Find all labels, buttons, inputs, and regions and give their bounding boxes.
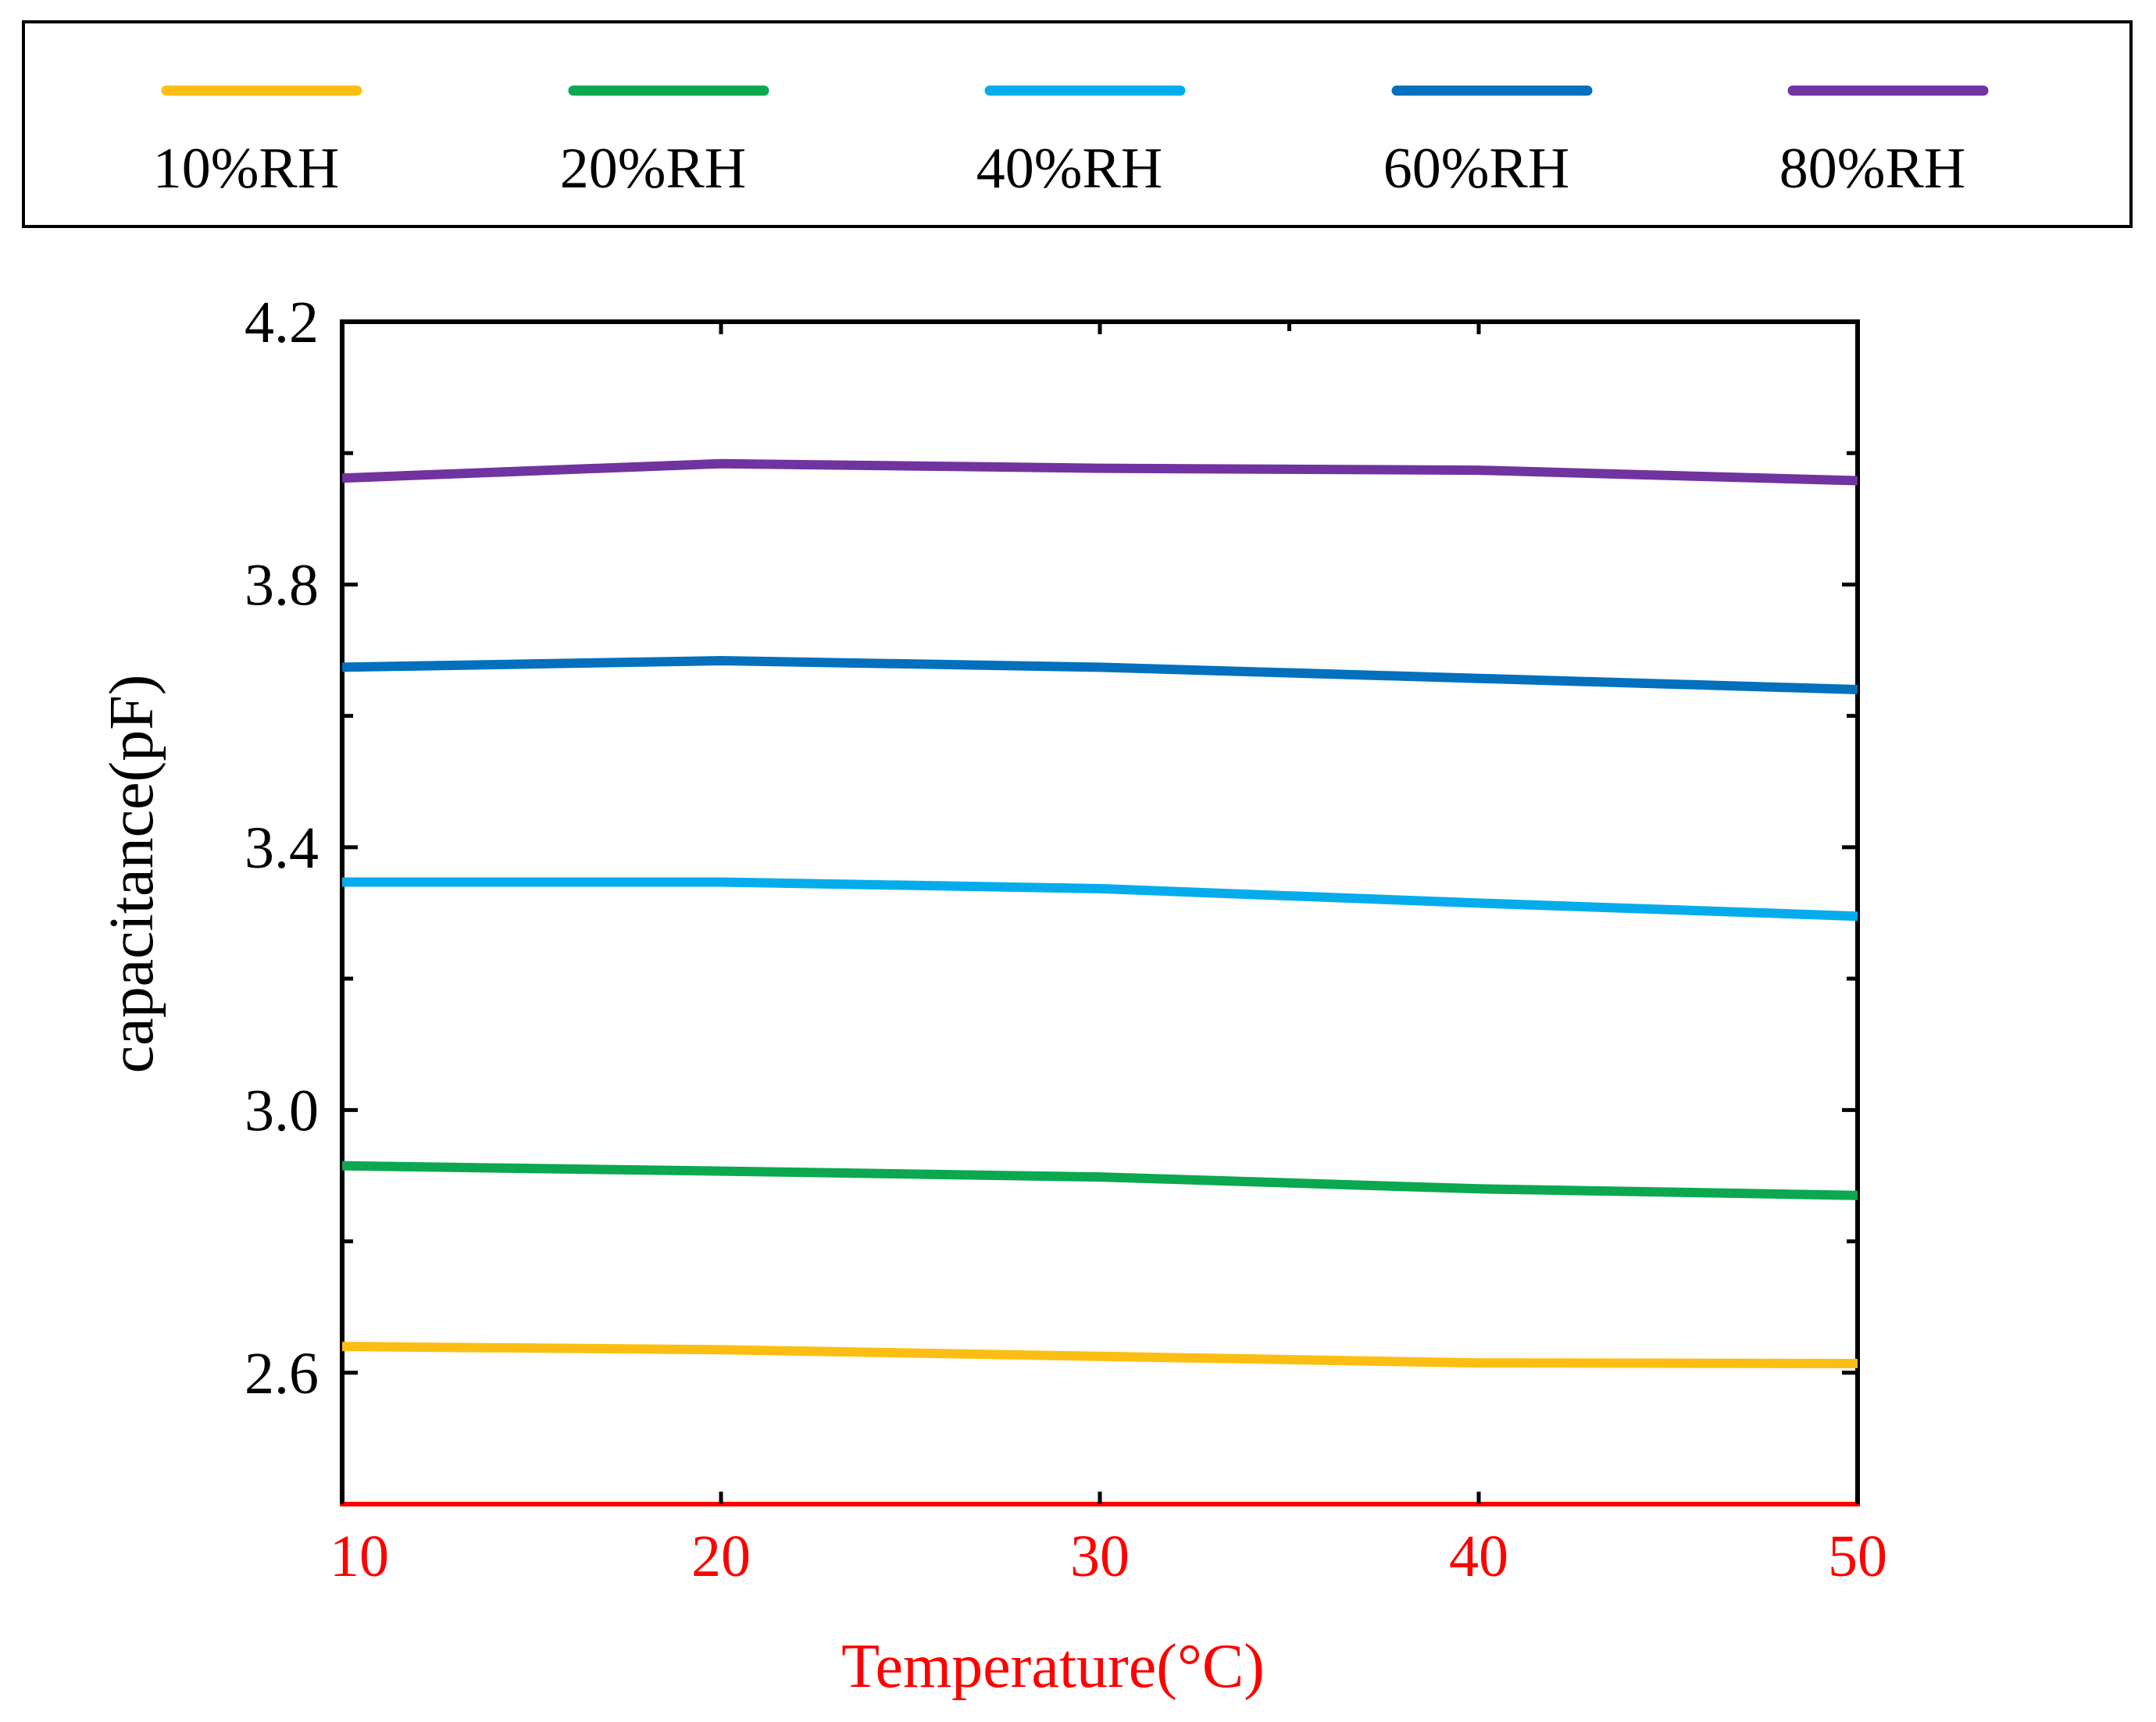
x-tick-label: 10 <box>330 1524 389 1589</box>
x-tick-label: 20 <box>691 1524 751 1589</box>
y-axis-label: capacitance(pF) <box>98 675 166 1074</box>
y-tick-label: 4.2 <box>245 290 319 355</box>
series-layer <box>341 458 1858 1368</box>
series-line <box>341 1342 1858 1368</box>
legend-label: 20%RH <box>560 137 746 201</box>
series-line <box>341 1160 1858 1200</box>
y-tick-label: 3.4 <box>245 815 319 881</box>
x-tick-label: 30 <box>1070 1524 1130 1589</box>
series-line <box>341 458 1858 486</box>
axes: 2.6 3.0 3.4 3.8 4.2 10 20 30 40 50 <box>245 290 1887 1589</box>
legend-label: 10%RH <box>153 137 339 201</box>
x-tick-label: 40 <box>1449 1524 1508 1589</box>
y-tick-label: 3.0 <box>245 1078 319 1143</box>
y-tick-label: 2.6 <box>245 1341 319 1406</box>
legend: 10%RH 20%RH 40%RH 60%RH 80%RH <box>22 20 2133 228</box>
series-line <box>342 877 1858 922</box>
y-tick-label: 3.8 <box>245 552 319 618</box>
legend-label: 80%RH <box>1779 137 1965 201</box>
series-line <box>341 656 1858 694</box>
x-axis-label: Temperature(°C) <box>841 1632 1265 1701</box>
legend-frame <box>22 20 2133 228</box>
legend-label: 40%RH <box>976 137 1162 201</box>
legend-label: 60%RH <box>1383 137 1569 201</box>
x-tick-label: 50 <box>1828 1524 1887 1589</box>
